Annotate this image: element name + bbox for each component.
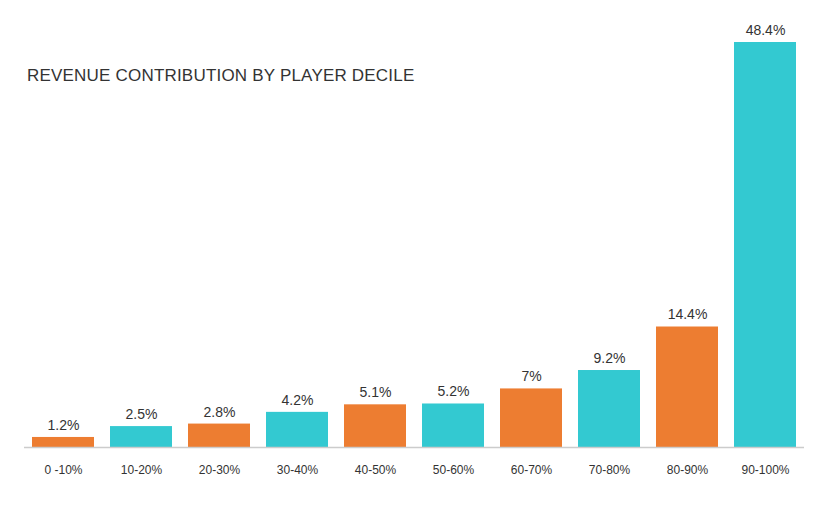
svg-text:90-100%: 90-100% [741,463,789,477]
svg-text:2.8%: 2.8% [204,404,236,420]
svg-text:1.2%: 1.2% [48,417,80,433]
svg-text:7%: 7% [521,368,541,384]
svg-text:70-80%: 70-80% [589,463,631,477]
svg-text:4.2%: 4.2% [282,392,314,408]
svg-text:9.2%: 9.2% [594,350,626,366]
svg-text:2.5%: 2.5% [126,406,158,422]
svg-text:5.1%: 5.1% [360,384,392,400]
svg-text:48.4%: 48.4% [746,22,786,38]
svg-text:10-20%: 10-20% [121,463,163,477]
svg-text:80-90%: 80-90% [667,463,709,477]
svg-text:5.2%: 5.2% [438,383,470,399]
svg-text:50-60%: 50-60% [433,463,475,477]
html-text:REVENUE CONTRIBUTION BY PLAYER: REVENUE CONTRIBUTION BY PLAYER DECILE [27,66,415,85]
svg-text:40-50%: 40-50% [355,463,397,477]
svg-text:30-40%: 30-40% [277,463,319,477]
svg-text:14.4%: 14.4% [668,306,708,322]
svg-text:0 -10%: 0 -10% [44,463,82,477]
svg-text:20-30%: 20-30% [199,463,241,477]
svg-text:60-70%: 60-70% [511,463,553,477]
